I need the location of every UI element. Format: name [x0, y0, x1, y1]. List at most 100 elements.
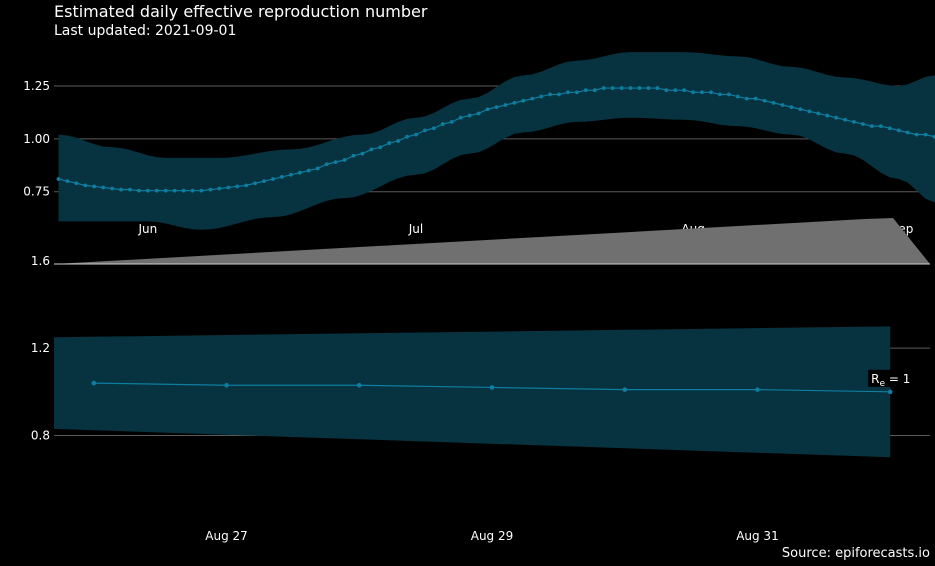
overview-data-point: [137, 188, 141, 193]
detail-data-point: [887, 389, 893, 395]
overview-data-point: [145, 188, 150, 193]
overview-data-point: [387, 141, 392, 145]
chart-subtitle: Last updated: 2021-09-01: [54, 23, 237, 39]
overview-data-point: [431, 126, 436, 131]
overview-data-point: [539, 94, 544, 99]
overview-data-point: [271, 177, 275, 181]
overview-data-point: [199, 188, 204, 193]
overview-data-point: [449, 120, 454, 124]
overview-data-point: [208, 187, 213, 192]
overview-data-point: [816, 111, 821, 116]
overview-data-point: [780, 103, 785, 107]
detail-x-tick-label: Aug 27: [205, 529, 248, 543]
overview-data-point: [637, 86, 642, 90]
overview-x-tick-label: Jun: [137, 222, 157, 236]
overview-data-point: [297, 170, 302, 175]
overview-data-point: [869, 124, 874, 129]
detail-data-point: [91, 380, 97, 386]
overview-data-point: [905, 130, 910, 135]
overview-data-point: [467, 113, 472, 118]
overview-data-point: [709, 90, 713, 95]
overview-data-point: [423, 128, 427, 133]
overview-data-point: [834, 115, 839, 120]
detail-y-tick-label: 1.6: [31, 254, 50, 268]
overview-confidence-band: [58, 52, 935, 230]
overview-data-point: [110, 186, 115, 191]
overview-data-point: [807, 109, 812, 114]
overview-data-point: [83, 183, 88, 188]
overview-data-point: [673, 88, 678, 93]
overview-data-point: [396, 139, 401, 143]
overview-data-point: [280, 175, 284, 179]
detail-y-tick-label: 0.8: [31, 428, 50, 442]
overview-data-point: [923, 132, 928, 137]
overview-data-point: [56, 177, 61, 181]
overview-y-tick-label: 1.00: [23, 132, 50, 146]
overview-chart[interactable]: 0.751.001.25JunJulAugSep: [23, 52, 935, 265]
overview-data-point: [691, 90, 696, 95]
overview-data-point: [861, 122, 865, 126]
overview-data-point: [163, 188, 168, 193]
overview-data-point: [655, 86, 660, 90]
overview-data-point: [288, 172, 293, 177]
overview-data-point: [351, 153, 356, 158]
overview-x-tick-label: Jul: [408, 222, 423, 236]
overview-data-point: [262, 179, 266, 184]
overview-data-point: [530, 96, 535, 101]
overview-data-point: [512, 100, 517, 105]
overview-data-point: [852, 120, 856, 124]
overview-data-point: [575, 90, 579, 95]
overview-data-point: [503, 103, 508, 107]
detail-x-tick-label: Aug 29: [471, 529, 514, 543]
overview-data-point: [217, 186, 222, 191]
annotation-box: [868, 369, 911, 387]
overview-data-point: [726, 92, 731, 97]
overview-data-point: [369, 147, 374, 152]
overview-y-tick-label: 0.75: [23, 185, 50, 199]
overview-data-point: [735, 94, 740, 99]
overview-data-point: [172, 188, 177, 193]
overview-data-point: [753, 96, 758, 101]
overview-data-point: [440, 122, 445, 126]
overview-data-point: [154, 188, 159, 193]
detail-x-tick-label: Aug 31: [736, 529, 779, 543]
overview-data-point: [74, 181, 79, 186]
overview-data-point: [548, 92, 553, 97]
overview-data-point: [700, 90, 704, 95]
overview-data-point: [101, 185, 106, 190]
detail-data-point: [356, 382, 362, 388]
overview-data-point: [476, 111, 481, 116]
detail-data-point: [224, 382, 229, 388]
overview-data-point: [619, 86, 624, 90]
overview-data-point: [592, 88, 597, 93]
overview-data-point: [789, 105, 794, 110]
overview-data-point: [646, 86, 651, 90]
overview-data-point: [557, 92, 561, 97]
detail-confidence-band: [54, 326, 891, 458]
overview-data-point: [601, 86, 606, 90]
detail-data-point: [622, 387, 628, 392]
detail-data-point: [755, 387, 760, 392]
overview-data-point: [932, 134, 935, 139]
overview-data-point: [682, 88, 687, 93]
overview-data-point: [583, 88, 588, 93]
overview-data-point: [324, 162, 329, 167]
overview-data-point: [360, 151, 365, 156]
overview-data-point: [226, 185, 231, 190]
overview-data-point: [333, 160, 338, 165]
overview-data-point: [342, 158, 347, 162]
chart-title: Estimated daily effective reproduction n…: [54, 2, 428, 21]
overview-data-point: [887, 126, 892, 131]
overview-data-point: [914, 132, 919, 137]
overview-data-point: [92, 184, 97, 189]
overview-data-point: [190, 188, 195, 193]
overview-data-point: [566, 90, 570, 95]
overview-data-point: [798, 107, 803, 112]
overview-data-point: [718, 92, 722, 97]
overview-data-point: [771, 100, 776, 105]
detail-y-tick-label: 1.2: [31, 341, 50, 355]
overview-data-point: [494, 105, 499, 110]
overview-data-point: [65, 179, 70, 184]
